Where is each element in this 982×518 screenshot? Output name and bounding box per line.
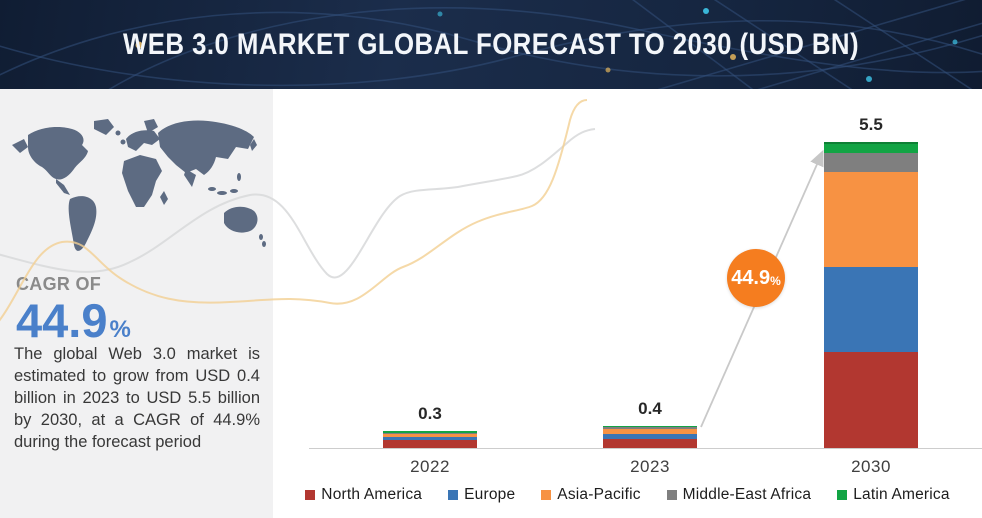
continent-europe: [126, 130, 160, 151]
island-philippines: [237, 173, 241, 181]
chart-area: 44.9% 0.3 0.4 5.5 2022 2023 2030 North Ameri…: [273, 89, 982, 518]
bar-segment-2023-europe: [603, 434, 697, 439]
legend-item-asia-pacific: Asia-Pacific: [541, 486, 640, 504]
continent-africa: [122, 155, 162, 207]
x-tick-2023: 2023: [630, 457, 670, 476]
island-indonesia-2: [217, 191, 227, 195]
continent-alaska: [12, 139, 28, 153]
bar-segment-2023-north-america: [603, 438, 697, 448]
island-indonesia-3: [230, 189, 238, 193]
bar-segment-2023-middle-east-africa: [603, 427, 697, 429]
legend-item-latin-america: Latin America: [837, 486, 950, 504]
island-indonesia-1: [208, 187, 216, 191]
bar-segment-2023-latin-america: [603, 425, 697, 428]
legend-label: Latin America: [853, 486, 950, 503]
island-madagascar: [160, 191, 168, 205]
bar-2023: [603, 425, 697, 448]
legend-label: North America: [321, 486, 423, 503]
continent-australia: [224, 206, 258, 233]
bar-segment-2030-north-america: [824, 352, 918, 448]
chart-legend: North America Europe Asia-Pacific Middle-Ea…: [273, 486, 982, 504]
cagr-block: CAGR OF 44.9%: [16, 274, 131, 344]
sidebar: CAGR OF 44.9% The global Web 3.0 market …: [0, 89, 273, 518]
bar-segment-2022-asia-pacific: [383, 433, 477, 438]
x-axis-line: [309, 448, 982, 449]
legend-swatch-icon: [305, 490, 316, 500]
legend-swatch-icon: [448, 490, 459, 500]
cagr-annotation-bubble: 44.9%: [727, 249, 785, 307]
legend-swatch-icon: [541, 490, 552, 500]
legend-item-middle-east-africa: Middle-East Africa: [666, 486, 812, 504]
subcontinent-india: [184, 169, 196, 187]
bar-segment-2022-north-america: [383, 440, 477, 448]
bar-segment-2023-asia-pacific: [603, 428, 697, 435]
legend-label: Asia-Pacific: [557, 486, 641, 503]
banner-network-decoration: [0, 0, 982, 89]
bar-segment-2030-asia-pacific: [824, 172, 918, 268]
cagr-value: 44.9%: [16, 297, 131, 344]
cagr-percent-sign: %: [109, 316, 131, 343]
legend-label: Middle-East Africa: [682, 486, 812, 503]
x-tick-2030: 2030: [851, 457, 891, 476]
bar-segment-2030-latin-america: [824, 142, 918, 154]
plot-area: 44.9% 0.3 0.4 5.5: [273, 89, 982, 448]
total-label-2023: 0.4: [638, 398, 662, 418]
annotation-percent-sign: %: [770, 273, 781, 288]
continent-greenland: [94, 119, 114, 135]
cagr-label: CAGR OF: [16, 274, 102, 294]
banner: WEB 3.0 MARKET GLOBAL FORECAST TO 2030 (…: [0, 0, 982, 89]
legend-swatch-icon: [837, 490, 848, 500]
legend-item-north-america: North America: [305, 486, 422, 504]
cagr-number: 44.9: [16, 294, 108, 347]
market-description: The global Web 3.0 market is estimated t…: [14, 345, 260, 451]
island-new-zealand-2: [262, 241, 266, 247]
continent-south-america: [68, 196, 97, 251]
total-label-2022: 0.3: [418, 404, 442, 424]
bar-2022: [383, 431, 477, 448]
page-title: WEB 3.0 MARKET GLOBAL FORECAST TO 2030 (…: [123, 27, 859, 61]
legend-swatch-icon: [666, 490, 677, 500]
legend-item-europe: Europe: [448, 486, 515, 504]
island-iceland: [115, 130, 121, 136]
island-new-zealand-1: [259, 234, 263, 240]
annotation-value: 44.9: [731, 266, 771, 289]
bar-segment-2030-middle-east-africa: [824, 153, 918, 173]
bar-segment-2022-middle-east-africa: [383, 433, 477, 434]
island-uk: [120, 139, 126, 145]
continent-asia: [158, 120, 254, 175]
bar-segment-2022-europe: [383, 437, 477, 441]
continent-central-america: [56, 179, 70, 195]
x-tick-2022: 2022: [410, 457, 450, 476]
bar-2030: [824, 142, 918, 448]
bar-segment-2022-latin-america: [383, 431, 477, 434]
total-label-2030: 5.5: [859, 115, 883, 134]
continent-north-america: [28, 127, 88, 180]
legend-label: Europe: [464, 486, 516, 503]
world-map: [12, 119, 266, 251]
bar-segment-2030-europe: [824, 267, 918, 353]
